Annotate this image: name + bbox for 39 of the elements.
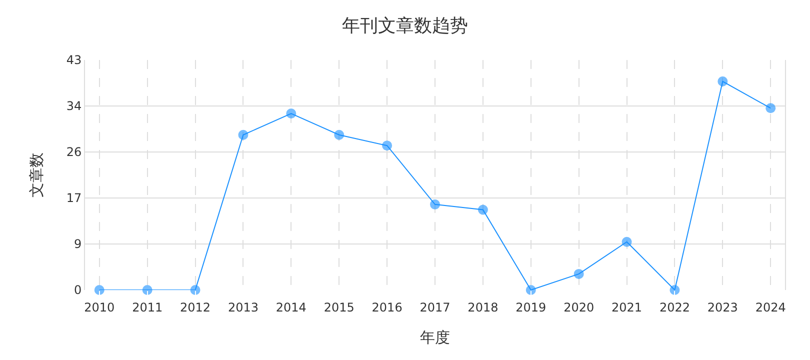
x-tick-label: 2010 bbox=[84, 300, 115, 314]
point bbox=[142, 285, 152, 295]
y-tick-label: 9 bbox=[74, 237, 82, 252]
y-tick-label: 26 bbox=[66, 145, 82, 160]
point bbox=[334, 130, 344, 140]
point bbox=[94, 285, 104, 295]
y-tick-label: 17 bbox=[66, 191, 82, 206]
x-tick-label: 2011 bbox=[132, 300, 163, 314]
x-tick-label: 2017 bbox=[420, 300, 450, 314]
x-tick-label: 2014 bbox=[276, 300, 306, 314]
point bbox=[766, 103, 776, 114]
point bbox=[574, 268, 584, 279]
point bbox=[238, 130, 248, 140]
point bbox=[430, 199, 440, 210]
x-tick-label: 2018 bbox=[468, 300, 498, 314]
x-tick-label: 2012 bbox=[180, 300, 211, 314]
point bbox=[190, 285, 200, 295]
point bbox=[670, 285, 680, 295]
point bbox=[526, 285, 536, 295]
x-tick-label: 2024 bbox=[755, 300, 786, 314]
point bbox=[718, 76, 728, 86]
x-tick-label: 2022 bbox=[659, 300, 690, 314]
point bbox=[382, 140, 392, 151]
y-tick-label: 34 bbox=[66, 99, 82, 114]
x-axis-title: 年度 bbox=[420, 328, 450, 346]
point bbox=[478, 204, 488, 215]
x-tick-label: 2015 bbox=[324, 300, 354, 314]
x-tick-label: 2016 bbox=[372, 300, 402, 314]
chart-title: 年刊文章数趋势 bbox=[342, 16, 468, 36]
y-tick-label: 43 bbox=[66, 53, 82, 68]
x-tick-label: 2019 bbox=[516, 300, 546, 314]
x-tick-label: 2020 bbox=[564, 300, 594, 314]
x-tick-label: 2021 bbox=[612, 300, 642, 314]
point bbox=[286, 108, 296, 118]
y-tick-label: 0 bbox=[74, 283, 82, 298]
point bbox=[622, 236, 632, 247]
x-tick-label: 2023 bbox=[707, 300, 738, 314]
y-axis-title: 文章数 bbox=[28, 152, 46, 198]
x-tick-label: 2013 bbox=[228, 300, 258, 314]
